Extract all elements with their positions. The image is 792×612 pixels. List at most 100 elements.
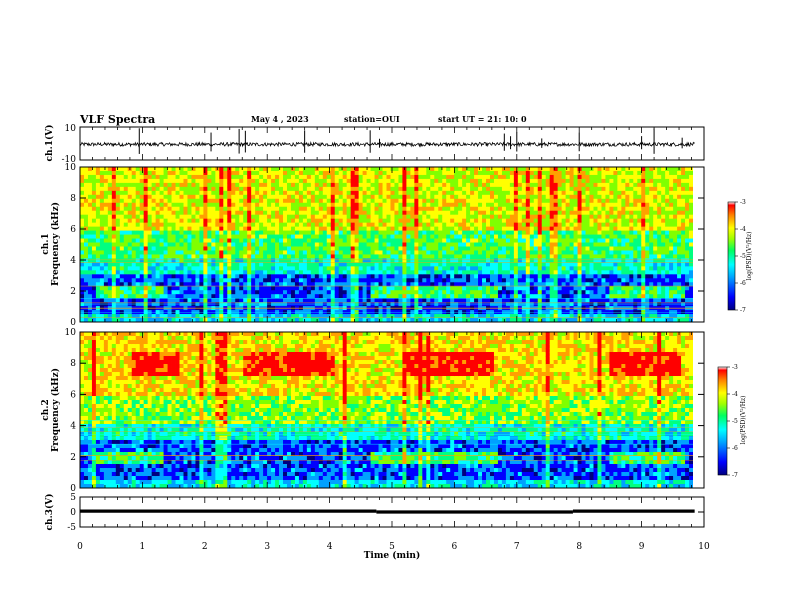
spectrogram-cell: [290, 202, 296, 208]
spectrogram-cell: [143, 218, 149, 224]
spectrogram-cell: [183, 282, 188, 287]
spectrogram-cell: [342, 186, 348, 192]
spectrogram-cell: [541, 194, 547, 200]
spectrogram-cell: [147, 238, 153, 243]
spectrogram-cell: [135, 266, 141, 271]
spectrogram-cell: [549, 174, 555, 180]
spectrogram-cell: [430, 206, 435, 212]
spectrogram-cell: [382, 270, 387, 275]
spectrogram-cell: [95, 214, 101, 220]
spectrogram-cell: [354, 234, 360, 239]
spectrogram-cell: [462, 286, 467, 291]
spectrogram-cell: [131, 206, 137, 212]
spectrogram-cell: [350, 242, 356, 247]
spectrogram-cell: [275, 202, 280, 208]
spectrogram-cell: [521, 167, 527, 172]
spectrogram-cell: [103, 274, 109, 279]
spectrogram-cell: [338, 167, 344, 172]
spectrogram-cell: [306, 262, 312, 267]
spectrogram-cell: [302, 186, 308, 192]
spectrogram-cell: [581, 198, 586, 204]
spectrogram-cell: [414, 206, 419, 212]
spectrogram-cell: [207, 170, 212, 176]
spectrogram-cell: [426, 222, 431, 228]
spectrogram-cell: [179, 314, 184, 319]
spectrogram-cell: [314, 234, 320, 239]
spectrogram-cell: [235, 194, 240, 200]
spectrogram-cell: [370, 290, 375, 295]
spectrogram-cell: [334, 170, 340, 176]
spectrogram-cell: [223, 254, 228, 259]
spectrogram-cell: [103, 186, 109, 192]
spectrogram-cell: [243, 210, 248, 216]
spectrogram-cell: [283, 282, 288, 287]
spectrogram-cell: [80, 270, 85, 275]
spectrogram-cell: [482, 186, 487, 192]
spectrogram-cell: [318, 290, 324, 295]
spectrogram-cell: [215, 298, 220, 303]
spectrogram-cell: [191, 226, 196, 231]
spectrogram-cell: [521, 226, 527, 231]
spectrogram-cell: [569, 174, 574, 180]
spectrogram-cell: [183, 210, 188, 216]
spectrogram-cell: [255, 294, 260, 299]
spectrogram-cell: [513, 274, 519, 279]
spectrogram-cell: [541, 226, 547, 231]
spectrogram-cell: [247, 170, 252, 176]
spectrogram-cell: [553, 230, 559, 235]
spectrogram-cell: [382, 294, 387, 299]
spectrogram-cell: [155, 310, 161, 315]
spectrogram-cell: [482, 266, 487, 271]
spectrogram-cell: [442, 202, 447, 208]
spectrogram-cell: [267, 274, 272, 279]
spectrogram-cell: [557, 230, 563, 235]
spectrogram-cell: [231, 170, 236, 176]
spectrogram-cell: [402, 314, 407, 319]
spectrogram-cell: [135, 186, 141, 192]
spectrogram-cell: [235, 262, 240, 267]
spectrogram-cell: [426, 206, 431, 212]
spectrogram-cell: [422, 206, 427, 212]
spectrogram-cell: [191, 254, 196, 259]
spectrogram-cell: [135, 222, 141, 228]
spectrogram-cell: [362, 250, 367, 255]
spectrogram-cell: [167, 178, 172, 184]
spectrogram-cell: [171, 266, 176, 271]
spectrogram-cell: [382, 174, 387, 180]
spectrogram-cell: [330, 194, 336, 200]
spectrogram-cell: [525, 222, 531, 228]
spectrogram-cell: [294, 246, 300, 251]
spectrogram-cell: [135, 262, 141, 267]
spectrogram-cell: [521, 222, 527, 228]
spectrogram-cell: [386, 218, 391, 224]
spectrogram-cell: [565, 198, 570, 204]
spectrogram-cell: [370, 230, 375, 235]
spectrogram-cell: [386, 167, 391, 172]
spectrogram-cell: [577, 250, 582, 255]
spectrogram-cell: [458, 266, 463, 271]
spectrogram-cell: [470, 182, 475, 188]
spectrogram-cell: [493, 286, 499, 291]
spectrogram-cell: [127, 238, 133, 243]
spectrogram-cell: [147, 270, 153, 275]
spectrogram-cell: [509, 198, 515, 204]
spectrogram-cell: [410, 174, 415, 180]
spectrogram-cell: [231, 226, 236, 231]
spectrogram-cell: [183, 222, 188, 228]
spectrogram-cell: [314, 226, 320, 231]
spectrogram-cell: [298, 186, 304, 192]
spectrogram-cell: [581, 194, 586, 200]
spectrogram-cell: [454, 222, 459, 228]
spectrogram-cell: [418, 194, 423, 200]
spectrogram-cell: [83, 167, 89, 172]
spectrogram-cell: [326, 242, 332, 247]
spectrogram-cell: [215, 186, 220, 192]
spectrogram-cell: [454, 167, 459, 172]
spectrogram-cell: [107, 254, 113, 259]
spectrogram-cell: [247, 254, 252, 259]
spectrogram-cell: [493, 294, 499, 299]
spectrogram-cell: [525, 178, 531, 184]
spectrogram-cell: [350, 198, 356, 204]
spectrogram-cell: [259, 226, 264, 231]
spectrogram-cell: [99, 254, 105, 259]
